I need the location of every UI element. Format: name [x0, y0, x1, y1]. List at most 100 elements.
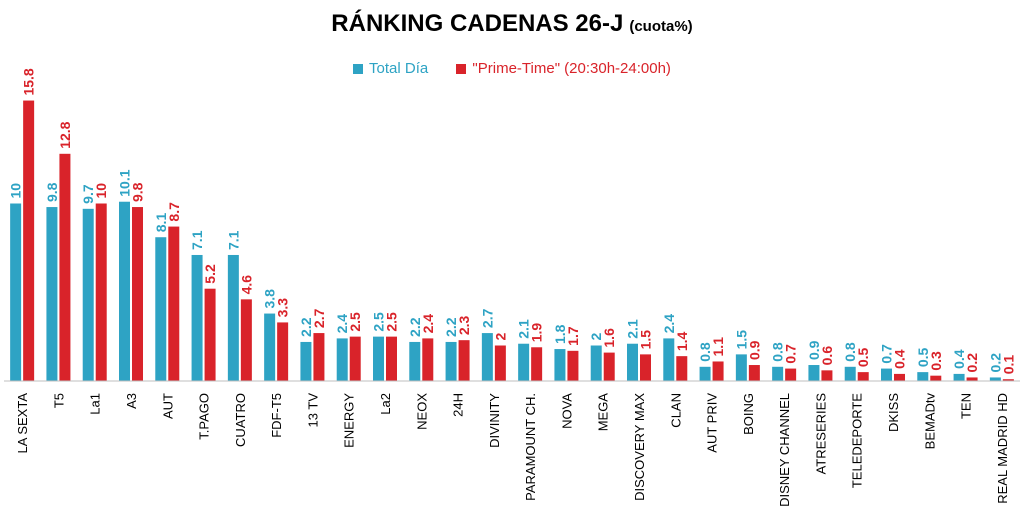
bar-total-8	[300, 341, 312, 381]
bar-prime-18	[676, 356, 688, 381]
bar-total-2	[82, 208, 94, 381]
bar-prime-13	[494, 345, 506, 381]
label-total-13: 2.7	[479, 308, 495, 328]
label-total-20: 1.5	[733, 330, 749, 350]
bar-total-25	[917, 372, 929, 381]
category-label-26: TEN	[959, 393, 974, 419]
label-prime-7: 3.3	[275, 298, 291, 318]
label-total-3: 10.1	[117, 169, 133, 196]
category-label-7: FDF-T5	[269, 393, 284, 438]
bar-prime-19	[712, 361, 724, 381]
label-total-23: 0.8	[842, 342, 858, 362]
legend-item-prime: "Prime-Time" (20:30h-24:00h)	[456, 60, 671, 77]
label-prime-9: 2.5	[347, 312, 363, 332]
label-total-22: 0.9	[806, 340, 822, 360]
label-prime-5: 5.2	[202, 264, 218, 284]
bar-prime-14	[531, 347, 543, 381]
label-total-2: 9.7	[80, 184, 96, 204]
bar-total-14	[518, 343, 530, 381]
category-label-17: DISCOVERY MAX	[632, 393, 647, 501]
category-label-27: REAL MADRID HD	[995, 393, 1010, 504]
bar-total-22	[808, 365, 820, 381]
label-prime-27: 0.1	[1000, 355, 1016, 375]
bar-prime-26	[966, 377, 978, 381]
bar-prime-12	[458, 340, 470, 381]
label-total-4: 8.1	[153, 213, 169, 233]
label-total-25: 0.5	[915, 347, 931, 367]
chart-subtitle: (cuota%)	[629, 18, 693, 35]
bar-prime-6	[240, 299, 252, 381]
chart-legend: Total Día "Prime-Time" (20:30h-24:00h)	[0, 60, 1024, 78]
bar-prime-1	[59, 153, 71, 381]
label-prime-16: 1.6	[601, 328, 617, 348]
label-prime-2: 10	[93, 183, 109, 199]
bar-prime-3	[132, 207, 143, 381]
bar-prime-27	[1002, 379, 1014, 381]
label-prime-19: 1.1	[710, 337, 726, 357]
bar-total-20	[735, 354, 747, 381]
label-prime-3: 9.8	[130, 182, 146, 202]
label-total-1: 9.8	[44, 182, 60, 202]
label-prime-18: 1.4	[674, 331, 690, 351]
label-prime-10: 2.5	[384, 312, 400, 332]
bar-prime-9	[349, 336, 361, 381]
label-total-8: 2.2	[298, 317, 314, 337]
label-total-26: 0.4	[951, 349, 967, 369]
label-total-7: 3.8	[262, 289, 278, 309]
bar-total-16	[590, 345, 602, 381]
bar-total-0	[10, 203, 22, 381]
label-prime-26: 0.2	[964, 353, 980, 373]
bar-prime-5	[204, 288, 216, 381]
bar-prime-2	[95, 203, 107, 381]
label-prime-6: 4.6	[238, 275, 254, 295]
label-prime-17: 1.5	[638, 330, 654, 350]
category-label-2: La1	[88, 393, 103, 415]
label-prime-14: 1.9	[529, 323, 545, 343]
legend-swatch-total	[353, 63, 364, 74]
label-prime-24: 0.4	[892, 349, 908, 369]
bar-total-5	[191, 254, 203, 381]
label-total-24: 0.7	[879, 344, 895, 364]
legend-swatch-prime	[456, 63, 467, 74]
bar-total-21	[772, 366, 784, 381]
label-prime-0: 15.8	[21, 68, 37, 95]
label-prime-21: 0.7	[783, 344, 799, 364]
label-prime-13: 2	[492, 332, 508, 340]
category-label-23: TELEDEPORTE	[850, 393, 865, 488]
bar-total-11	[409, 341, 421, 381]
bar-prime-4	[168, 226, 180, 381]
label-prime-1: 12.8	[57, 121, 73, 148]
legend-label-total: Total Día	[369, 60, 429, 77]
bar-total-10	[373, 336, 384, 381]
category-label-18: CLAN	[668, 393, 683, 428]
category-label-1: T5	[51, 393, 66, 408]
bar-prime-0	[23, 100, 35, 382]
category-label-19: AUT PRIV	[705, 393, 720, 453]
label-total-15: 1.8	[552, 324, 568, 344]
category-label-16: MEGA	[596, 393, 611, 432]
bar-prime-15	[567, 350, 579, 381]
category-label-22: ATRESERIES	[813, 393, 828, 475]
bar-total-18	[663, 338, 675, 381]
label-total-10: 2.5	[371, 312, 387, 332]
category-label-13: DIVINITY	[487, 393, 502, 448]
bar-prime-7	[277, 322, 289, 381]
bar-total-7	[264, 313, 276, 381]
bar-total-9	[336, 338, 348, 381]
bar-total-1	[46, 207, 58, 381]
category-label-24: DKISS	[886, 393, 901, 432]
chart-title: RÁNKING CADENAS 26-J	[331, 10, 624, 37]
label-total-11: 2.2	[407, 317, 423, 337]
label-total-16: 2	[588, 333, 604, 341]
bar-total-4	[155, 237, 167, 381]
label-prime-25: 0.3	[928, 351, 944, 371]
label-prime-15: 1.7	[565, 326, 581, 346]
label-prime-20: 0.9	[746, 340, 762, 360]
label-total-0: 10	[8, 183, 24, 199]
label-total-12: 2.2	[443, 317, 459, 337]
bar-prime-22	[821, 370, 833, 381]
label-prime-8: 2.7	[311, 308, 327, 328]
bar-total-13	[481, 333, 493, 381]
label-total-6: 7.1	[225, 230, 241, 250]
